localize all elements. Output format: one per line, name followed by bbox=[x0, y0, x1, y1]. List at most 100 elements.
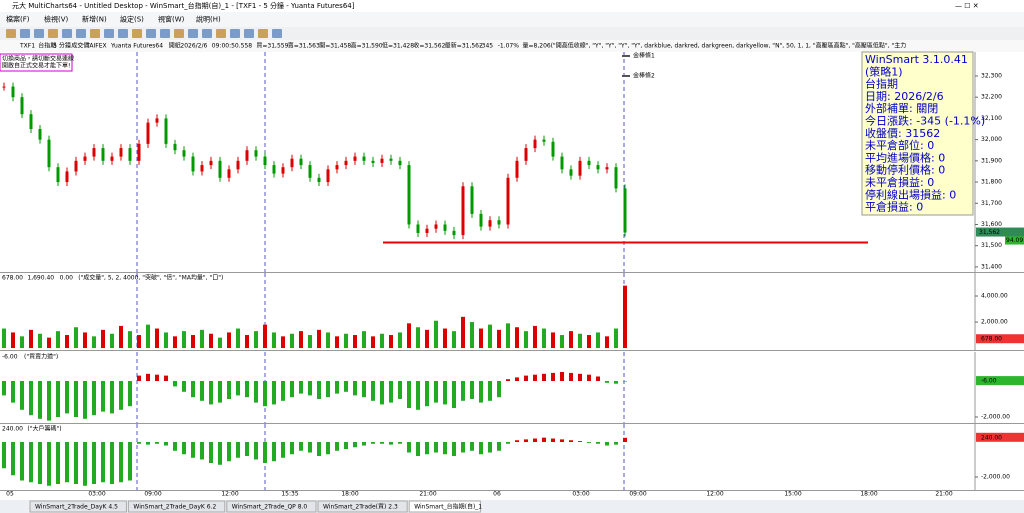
tab-label[interactable]: WinSmart_2Trade(買) 2.3 bbox=[323, 504, 398, 511]
header-item: -345 bbox=[480, 43, 494, 50]
histogram-bar bbox=[398, 332, 402, 349]
tab[interactable] bbox=[408, 500, 481, 513]
histogram-bar bbox=[614, 442, 618, 445]
histogram-bar bbox=[47, 381, 51, 421]
menu-item[interactable]: 檢視(V) bbox=[44, 15, 69, 24]
histogram-bar bbox=[470, 322, 474, 349]
toolbar-button[interactable] bbox=[76, 29, 86, 38]
histogram-bar bbox=[587, 335, 591, 349]
histogram-bar bbox=[344, 333, 348, 349]
histogram-bar bbox=[56, 442, 60, 484]
histogram-bar bbox=[128, 442, 132, 481]
histogram-bar bbox=[38, 442, 42, 484]
histogram-bar bbox=[110, 333, 114, 349]
header-item: TAIFEX bbox=[85, 43, 106, 50]
toolbar-button[interactable] bbox=[104, 29, 114, 38]
menu-item[interactable]: 檔案(F) bbox=[6, 15, 30, 24]
histogram-bar bbox=[20, 442, 24, 481]
tab[interactable] bbox=[317, 500, 408, 513]
tab[interactable] bbox=[29, 500, 127, 513]
candle bbox=[470, 186, 474, 214]
histogram-bar bbox=[2, 381, 6, 396]
y-tick-label: -2,000.00 bbox=[981, 473, 1010, 480]
toolbar-button[interactable] bbox=[244, 29, 254, 38]
histogram-bar bbox=[137, 375, 141, 382]
menu-item[interactable]: 視窗(W) bbox=[158, 15, 185, 24]
histogram-bar bbox=[137, 335, 141, 349]
toolbar-button[interactable] bbox=[174, 29, 184, 38]
histogram-bar bbox=[389, 442, 393, 445]
histogram-bar bbox=[533, 325, 537, 349]
histogram-bar bbox=[290, 381, 294, 398]
header-item: 低=31,428 bbox=[382, 42, 414, 50]
histogram-bar bbox=[317, 442, 321, 457]
y-tick-label: 32,000 bbox=[981, 136, 1002, 143]
histogram-bar bbox=[443, 328, 447, 349]
menu-item[interactable]: 說明(H) bbox=[196, 15, 221, 24]
candle bbox=[605, 167, 609, 170]
candle bbox=[191, 156, 195, 172]
histogram-bar bbox=[119, 325, 123, 349]
candle bbox=[524, 148, 528, 161]
toolbar-button[interactable] bbox=[258, 29, 268, 38]
histogram-bar bbox=[317, 381, 321, 400]
histogram-bar bbox=[191, 335, 195, 349]
tab-label[interactable]: WinSmart_2Trade_QP 8.0 bbox=[232, 504, 308, 511]
toolbar-button[interactable] bbox=[90, 29, 100, 38]
candle bbox=[110, 156, 114, 161]
toolbar-button[interactable] bbox=[188, 29, 198, 38]
toolbar-button[interactable] bbox=[146, 29, 156, 38]
histogram-bar bbox=[245, 381, 249, 398]
histogram-bar bbox=[335, 442, 339, 451]
toolbar-button[interactable] bbox=[202, 29, 212, 38]
header-item: Yuanta Futures64 bbox=[110, 43, 163, 50]
tab[interactable] bbox=[226, 500, 317, 513]
window-controls[interactable]: — ☐ ✕ bbox=[955, 2, 979, 10]
histogram-bar bbox=[551, 332, 555, 349]
info-line: 移動停利價格: 0 bbox=[865, 163, 945, 177]
histogram-bar bbox=[155, 374, 159, 382]
histogram-bar bbox=[497, 442, 501, 451]
toolbar-button[interactable] bbox=[118, 29, 128, 38]
toolbar-button[interactable] bbox=[62, 29, 72, 38]
info-line: 未平倉損益: 0 bbox=[865, 175, 934, 189]
candle bbox=[164, 118, 168, 144]
time-label: 18:00 bbox=[341, 491, 358, 498]
tab-label[interactable]: WinSmart_2Trade_DayK 4.5 bbox=[35, 504, 118, 511]
candle bbox=[227, 169, 231, 178]
pane-header: 240.00 bbox=[2, 426, 23, 433]
histogram-bar bbox=[29, 442, 33, 483]
candle bbox=[353, 156, 357, 161]
histogram-bar bbox=[380, 442, 384, 444]
toolbar-button[interactable] bbox=[230, 29, 240, 38]
y-tick-label: 31,500 bbox=[981, 242, 1002, 249]
histogram-bar bbox=[272, 442, 276, 462]
tab-label[interactable]: WinSmart_台指期(自)_1 bbox=[414, 503, 482, 511]
toolbar-button[interactable] bbox=[48, 29, 58, 38]
menu-item[interactable]: 設定(S) bbox=[120, 15, 144, 24]
histogram-bar bbox=[218, 381, 222, 403]
histogram-bar bbox=[623, 381, 627, 382]
toolbar-button[interactable] bbox=[34, 29, 44, 38]
histogram-bar bbox=[272, 381, 276, 405]
histogram-bar bbox=[605, 442, 609, 446]
histogram-bar bbox=[443, 442, 447, 455]
toolbar bbox=[0, 27, 1024, 40]
tab-label[interactable]: WinSmart_2Trade_DayK 6.2 bbox=[133, 504, 216, 511]
histogram-bar bbox=[434, 442, 438, 453]
toolbar-button[interactable] bbox=[272, 29, 282, 38]
chart-header-bar bbox=[0, 40, 1024, 52]
histogram-bar bbox=[74, 381, 78, 418]
toolbar-button[interactable] bbox=[216, 29, 226, 38]
candle bbox=[254, 150, 258, 157]
toolbar-button[interactable] bbox=[132, 29, 142, 38]
toolbar-button[interactable] bbox=[160, 29, 170, 38]
toolbar-button[interactable] bbox=[6, 29, 16, 38]
tab[interactable] bbox=[127, 500, 226, 513]
menu-item[interactable]: 新增(N) bbox=[82, 15, 107, 24]
histogram-bar bbox=[326, 381, 330, 398]
histogram-bar bbox=[596, 442, 600, 444]
histogram-bar bbox=[182, 381, 186, 392]
toolbar-button[interactable] bbox=[20, 29, 30, 38]
